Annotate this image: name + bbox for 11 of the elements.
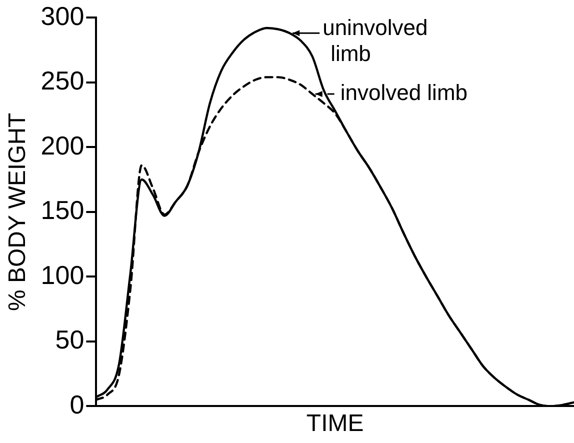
legend-label: uninvolved limb <box>322 15 428 66</box>
y-axis-title: % BODY WEIGHT <box>4 112 32 312</box>
y-tick-label: 250 <box>40 66 84 96</box>
y-tick-label: 50 <box>55 324 84 355</box>
y-tick-label: 0 <box>70 389 84 420</box>
y-tick-label: 300 <box>40 0 84 31</box>
x-axis-title: TIME <box>306 410 364 438</box>
legend-label: involved limb <box>340 80 468 106</box>
y-tick-label: 200 <box>40 130 84 160</box>
y-tick-label: 100 <box>40 260 84 290</box>
y-tick-label: 150 <box>40 195 84 226</box>
